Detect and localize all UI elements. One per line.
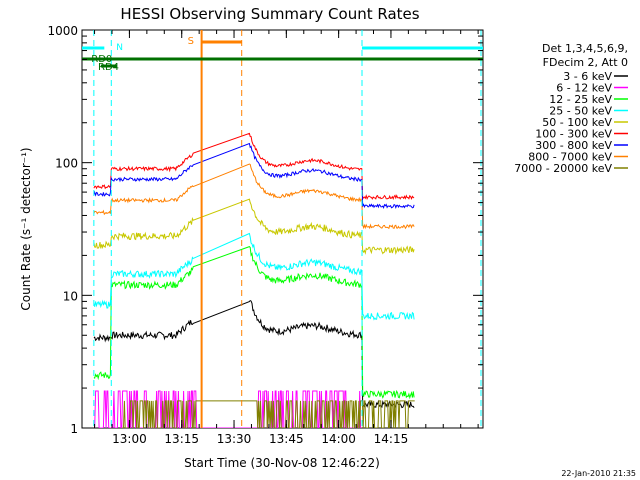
series-line <box>93 299 415 409</box>
x-tick-label: 13:15 <box>164 432 199 446</box>
legend-header-line-1: Det 1,3,4,5,6,9, <box>542 42 628 55</box>
y-axis-label: Count Rate (s⁻¹ detector⁻¹) <box>19 147 33 310</box>
legend-label: 12 - 25 keV <box>549 93 612 106</box>
plot-area <box>82 30 483 428</box>
legend-label: 300 - 800 keV <box>535 139 612 152</box>
flag-s-label: S <box>188 36 194 47</box>
series-line <box>93 163 415 230</box>
footer-date: 22-Jan-2010 21:35 <box>561 469 636 478</box>
x-tick-label: 14:15 <box>374 432 409 446</box>
series-line <box>93 232 415 321</box>
y-tick-label: 10 <box>63 289 78 303</box>
series-line <box>93 390 362 428</box>
plot-frame <box>81 29 484 429</box>
series-line <box>93 198 415 255</box>
legend-label: 25 - 50 keV <box>549 105 612 118</box>
x-tick-label: 13:30 <box>217 432 252 446</box>
flag-n-label: N <box>116 43 123 53</box>
y-tick-label: 1 <box>70 422 78 436</box>
x-tick-label: 13:45 <box>269 432 304 446</box>
chart-title: HESSI Observing Summary Count Rates <box>120 5 419 23</box>
y-tick-label: 1000 <box>47 24 78 38</box>
legend-label: 3 - 6 keV <box>563 70 612 83</box>
x-tick-label: 13:00 <box>112 432 147 446</box>
y-tick-label: 100 <box>55 157 78 171</box>
legend-label: 6 - 12 keV <box>556 82 612 95</box>
legend-label: 7000 - 20000 keV <box>514 162 612 175</box>
flag-rd4-label: RD4 <box>98 62 119 73</box>
legend-label: 50 - 100 keV <box>542 116 612 129</box>
flag-rd0-label: RD0 <box>91 54 112 65</box>
series-line <box>93 246 415 400</box>
legend-label: 100 - 300 keV <box>535 128 612 141</box>
series-line <box>93 142 415 210</box>
x-axis-label: Start Time (30-Nov-08 12:46:22) <box>184 456 380 470</box>
x-tick-label: 14:00 <box>321 432 356 446</box>
legend-header-line-2: FDecim 2, Att 0 <box>543 56 628 69</box>
series-line <box>93 132 415 201</box>
legend-label: 800 - 7000 keV <box>528 151 612 164</box>
